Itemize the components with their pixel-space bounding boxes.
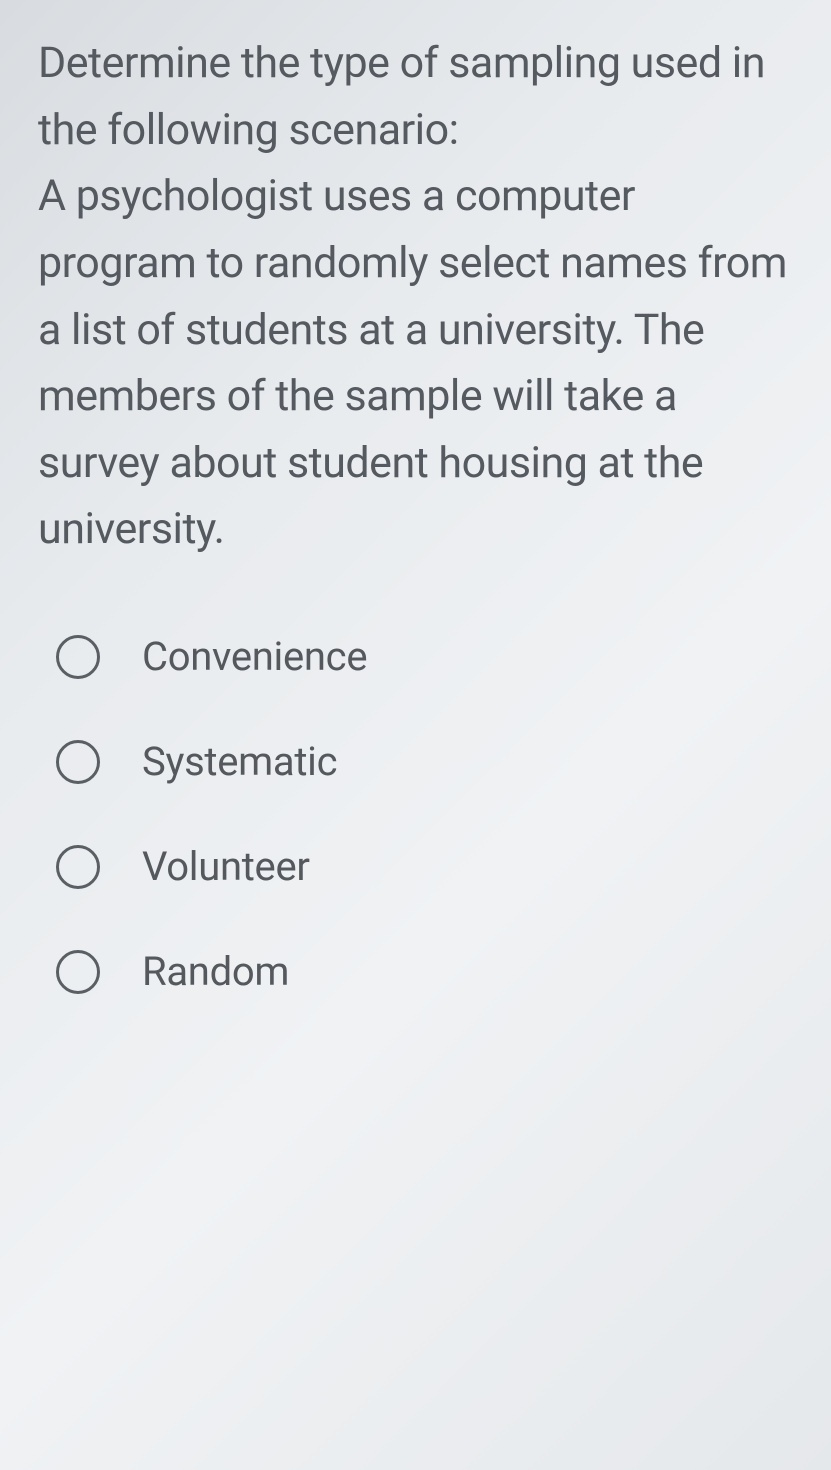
question-prompt-3: scenario: [288,105,458,155]
question-prompt-1: Determine the type of [38,38,438,88]
question-text: Determine the type of sampling used in t… [38,30,801,563]
option-systematic[interactable]: Systematic [56,738,801,785]
option-random[interactable]: Random [56,948,801,995]
radio-icon[interactable] [56,845,100,889]
options-list: Convenience Systematic Volunteer Random [38,633,801,995]
radio-icon[interactable] [56,950,100,994]
option-convenience[interactable]: Convenience [56,633,801,680]
option-volunteer[interactable]: Volunteer [56,843,801,890]
option-label: Convenience [142,633,367,680]
option-label: Random [142,948,289,995]
radio-icon[interactable] [56,740,100,784]
option-label: Volunteer [142,843,310,890]
option-label: Systematic [142,738,337,785]
question-scenario: A psychologist uses a computer program t… [38,171,787,554]
radio-icon[interactable] [56,635,100,679]
